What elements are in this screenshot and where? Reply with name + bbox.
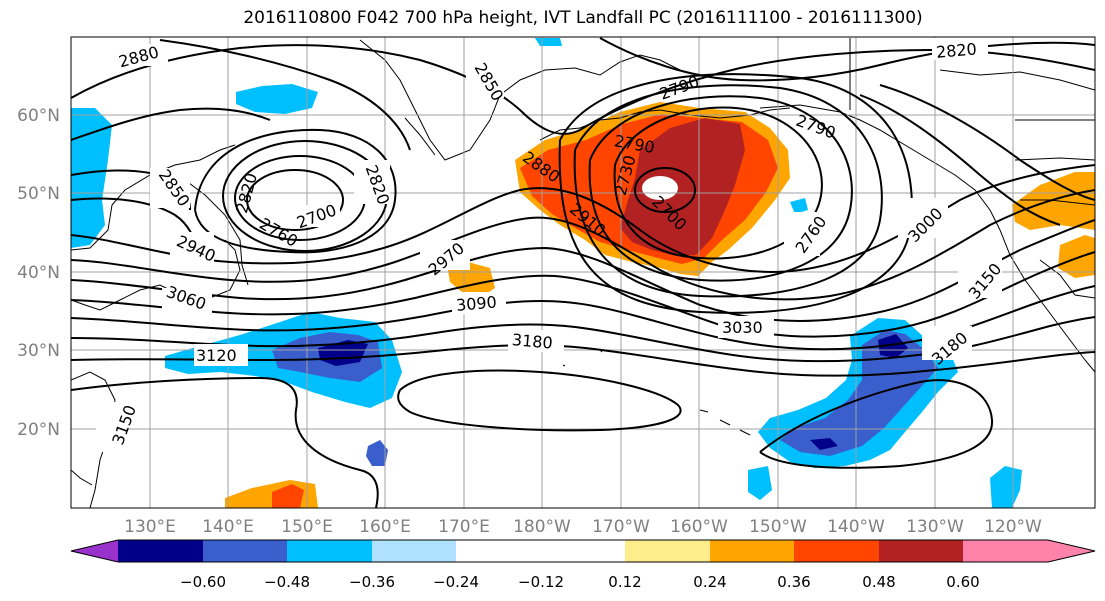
colorbar-segment (118, 540, 203, 562)
colorbar-segment (879, 540, 963, 562)
colorbar-segment (372, 540, 456, 562)
colorbar-tick-label: 0.48 (862, 573, 895, 591)
lon-tick-label: 160°E (359, 517, 411, 537)
longitude-labels: 130°E 140°E 150°E 160°E 170°E 180°W 170°… (124, 517, 1042, 537)
contour-label: 3090 (455, 292, 497, 314)
colorbar-outline (70, 539, 1096, 563)
colorbar-tick-label: 0.60 (946, 573, 979, 591)
lon-tick-label: 160°W (670, 517, 728, 537)
lon-tick-label: 180°W (513, 517, 571, 537)
height-contours (71, 37, 1095, 508)
lat-tick-label: 40°N (17, 263, 60, 283)
lon-tick-label: 130°E (124, 517, 176, 537)
lon-tick-label: 140°E (202, 517, 254, 537)
colorbar-segment (794, 540, 879, 562)
colorbar-segment (710, 540, 794, 562)
map-frame (70, 36, 1096, 509)
colorbar-tick-label: −0.60 (180, 573, 226, 591)
colorbar-tick-label: −0.36 (349, 573, 395, 591)
colorbar-tick-label: −0.48 (264, 573, 310, 591)
lon-tick-label: 150°W (749, 517, 807, 537)
colorbar-segment (625, 540, 710, 562)
colorbar-extend-max (963, 540, 1095, 562)
colorbar-tick-label: −0.12 (518, 573, 564, 591)
map-title: 2016110800 F042 700 hPa height, IVT Land… (243, 8, 923, 28)
colorbar-segment (541, 540, 625, 562)
colorbar-tick-label: 0.24 (693, 573, 726, 591)
lat-tick-label: 60°N (17, 106, 60, 126)
ivt-positive-shading (225, 102, 1095, 508)
contour-label: 2820 (935, 39, 977, 61)
colorbar-tick-label: 0.36 (777, 573, 810, 591)
colorbar-segment (456, 540, 541, 562)
lat-tick-label: 30°N (17, 341, 60, 361)
contour-label: 3180 (511, 330, 553, 352)
contour-label: 3030 (722, 318, 763, 337)
lon-tick-label: 150°E (281, 517, 333, 537)
colorbar-tick-label: −0.24 (433, 573, 479, 591)
colorbar-segment (287, 540, 372, 562)
colorbar-tick-labels: −0.60 −0.48 −0.36 −0.24 −0.12 0.12 0.24 … (180, 573, 980, 591)
lon-tick-label: 140°W (827, 517, 885, 537)
colorbar-extend-min (71, 540, 118, 562)
latitude-labels: 60°N 50°N 40°N 30°N 20°N (17, 106, 60, 440)
colorbar: −0.60 −0.48 −0.36 −0.24 −0.12 0.12 0.24 … (70, 539, 1096, 591)
lon-tick-label: 120°W (984, 517, 1042, 537)
colorbar-tick-label: 0.12 (608, 573, 641, 591)
contour-label: 3120 (196, 346, 237, 365)
lat-tick-label: 50°N (17, 184, 60, 204)
lon-tick-label: 170°W (592, 517, 650, 537)
lon-tick-label: 170°E (438, 517, 490, 537)
lon-tick-label: 130°W (906, 517, 964, 537)
colorbar-segment (203, 540, 287, 562)
lat-tick-label: 20°N (17, 420, 60, 440)
